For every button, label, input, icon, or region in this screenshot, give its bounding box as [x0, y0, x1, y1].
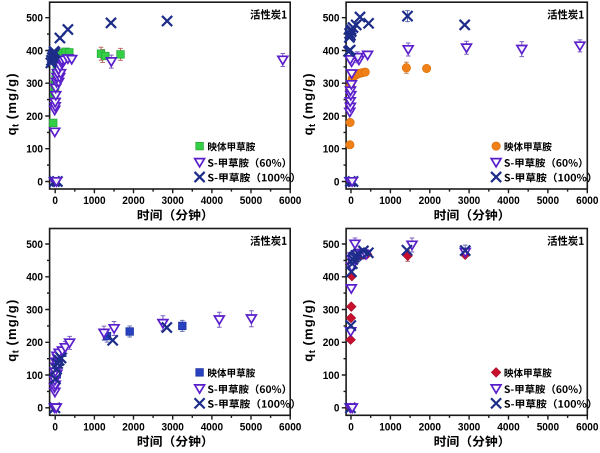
svg-text:100: 100 [26, 144, 43, 156]
svg-text:4000: 4000 [497, 421, 519, 433]
svg-text:q: q [4, 127, 19, 135]
svg-text:0: 0 [334, 403, 340, 415]
svg-text:500: 500 [26, 13, 43, 25]
svg-text:0: 0 [52, 195, 58, 207]
svg-text:500: 500 [323, 13, 340, 25]
svg-text:300: 300 [26, 78, 43, 90]
svg-text:3000: 3000 [162, 195, 184, 207]
svg-text:t: t [307, 349, 318, 353]
svg-text:6000: 6000 [576, 421, 598, 433]
svg-text:100: 100 [26, 370, 43, 382]
svg-text:6000: 6000 [576, 195, 598, 207]
svg-text:3000: 3000 [458, 195, 480, 207]
svg-text:5000: 5000 [240, 421, 262, 433]
svg-text:300: 300 [323, 304, 340, 316]
svg-text:3000: 3000 [458, 421, 480, 433]
svg-text:500: 500 [323, 239, 340, 251]
svg-text:1000: 1000 [83, 195, 105, 207]
svg-text:q: q [300, 127, 315, 135]
svg-text:2000: 2000 [122, 421, 144, 433]
svg-text:400: 400 [323, 272, 340, 284]
svg-text:1000: 1000 [83, 421, 105, 433]
svg-text:0: 0 [348, 421, 354, 433]
svg-text:(mg/g): (mg/g) [4, 73, 19, 119]
svg-text:6000: 6000 [279, 421, 301, 433]
svg-text:100: 100 [323, 370, 340, 382]
svg-text:(mg/g): (mg/g) [300, 73, 315, 119]
svg-text:5000: 5000 [537, 195, 559, 207]
svg-text:400: 400 [323, 45, 340, 57]
svg-text:2000: 2000 [419, 421, 441, 433]
svg-text:q: q [300, 354, 315, 362]
svg-text:200: 200 [323, 111, 340, 123]
svg-text:400: 400 [26, 272, 43, 284]
svg-text:200: 200 [323, 337, 340, 349]
svg-text:t: t [11, 123, 22, 127]
svg-text:5000: 5000 [537, 421, 559, 433]
svg-text:2000: 2000 [419, 195, 441, 207]
svg-text:t: t [307, 123, 318, 127]
svg-text:300: 300 [26, 304, 43, 316]
svg-text:0: 0 [37, 403, 43, 415]
svg-text:1000: 1000 [379, 421, 401, 433]
svg-text:0: 0 [37, 176, 43, 188]
svg-text:400: 400 [26, 45, 43, 57]
svg-text:4000: 4000 [497, 195, 519, 207]
svg-text:0: 0 [348, 195, 354, 207]
svg-text:0: 0 [334, 176, 340, 188]
svg-text:q: q [4, 354, 19, 362]
svg-text:2000: 2000 [122, 195, 144, 207]
svg-text:5000: 5000 [240, 195, 262, 207]
svg-text:3000: 3000 [162, 421, 184, 433]
svg-text:t: t [11, 349, 22, 353]
svg-text:300: 300 [323, 78, 340, 90]
svg-text:4000: 4000 [201, 195, 223, 207]
svg-text:100: 100 [323, 144, 340, 156]
svg-text:4000: 4000 [201, 421, 223, 433]
svg-text:(mg/g): (mg/g) [300, 300, 315, 346]
svg-text:500: 500 [26, 239, 43, 251]
svg-text:0: 0 [52, 421, 58, 433]
svg-text:200: 200 [26, 111, 43, 123]
svg-text:(mg/g): (mg/g) [4, 300, 19, 346]
svg-text:6000: 6000 [279, 195, 301, 207]
svg-text:200: 200 [26, 337, 43, 349]
svg-text:1000: 1000 [379, 195, 401, 207]
